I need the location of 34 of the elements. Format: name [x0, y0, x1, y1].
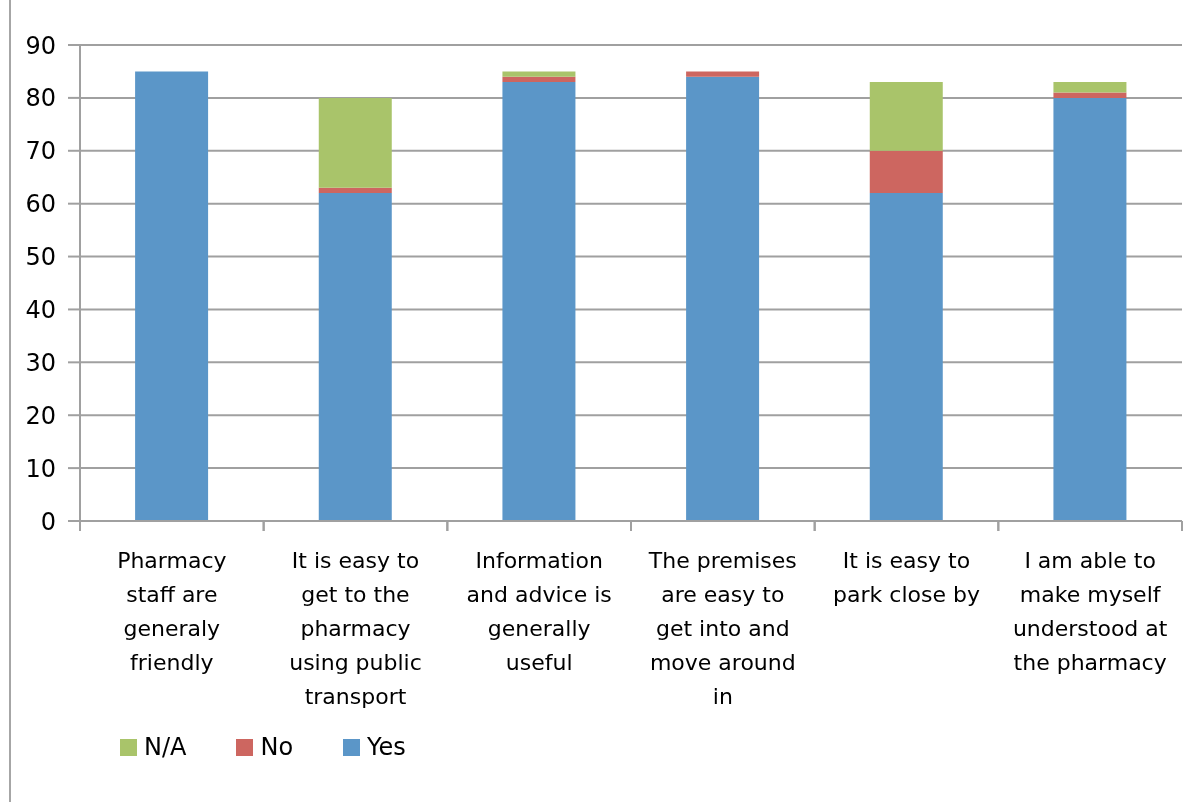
x-tick-label: Information and advice is generally useful	[466, 548, 612, 675]
bar	[502, 71, 576, 77]
y-tick-label: 80	[25, 84, 56, 113]
y-tick-label: 20	[25, 401, 56, 430]
bar	[502, 76, 576, 83]
x-tick-label: The premises are easy to get into and move around in	[647, 548, 797, 709]
bar	[1053, 82, 1127, 93]
bar	[318, 187, 392, 194]
bar	[686, 71, 760, 77]
x-tick-label: It is easy to park close by	[833, 548, 980, 607]
x-tick-label: Pharmacy staff are generaly friendly	[117, 548, 227, 675]
bar	[135, 71, 209, 521]
bar	[686, 76, 760, 521]
bar	[1053, 92, 1127, 98]
y-tick-label: 90	[25, 31, 56, 60]
bar	[318, 193, 392, 521]
legend-label: No	[260, 733, 294, 761]
y-tick-label: 70	[25, 137, 56, 166]
bar	[318, 97, 392, 188]
bar	[869, 150, 943, 194]
bar	[869, 82, 943, 151]
y-tick-label: 50	[25, 243, 56, 272]
x-tick-label: I am able to make myself understood at the pharmacy	[1012, 548, 1168, 675]
y-tick-label: 0	[40, 507, 56, 536]
y-tick-label: 10	[25, 454, 56, 483]
y-tick-label: 30	[25, 348, 56, 377]
bar	[1053, 97, 1127, 521]
legend-label: Yes	[367, 733, 406, 761]
bar	[869, 193, 943, 521]
x-tick-label: It is easy to get to the pharmacy using public transport	[289, 548, 422, 709]
y-tick-label: 60	[25, 190, 56, 219]
y-tick-label: 40	[25, 295, 56, 324]
legend-label: N/A	[144, 733, 187, 761]
bar	[502, 82, 576, 521]
